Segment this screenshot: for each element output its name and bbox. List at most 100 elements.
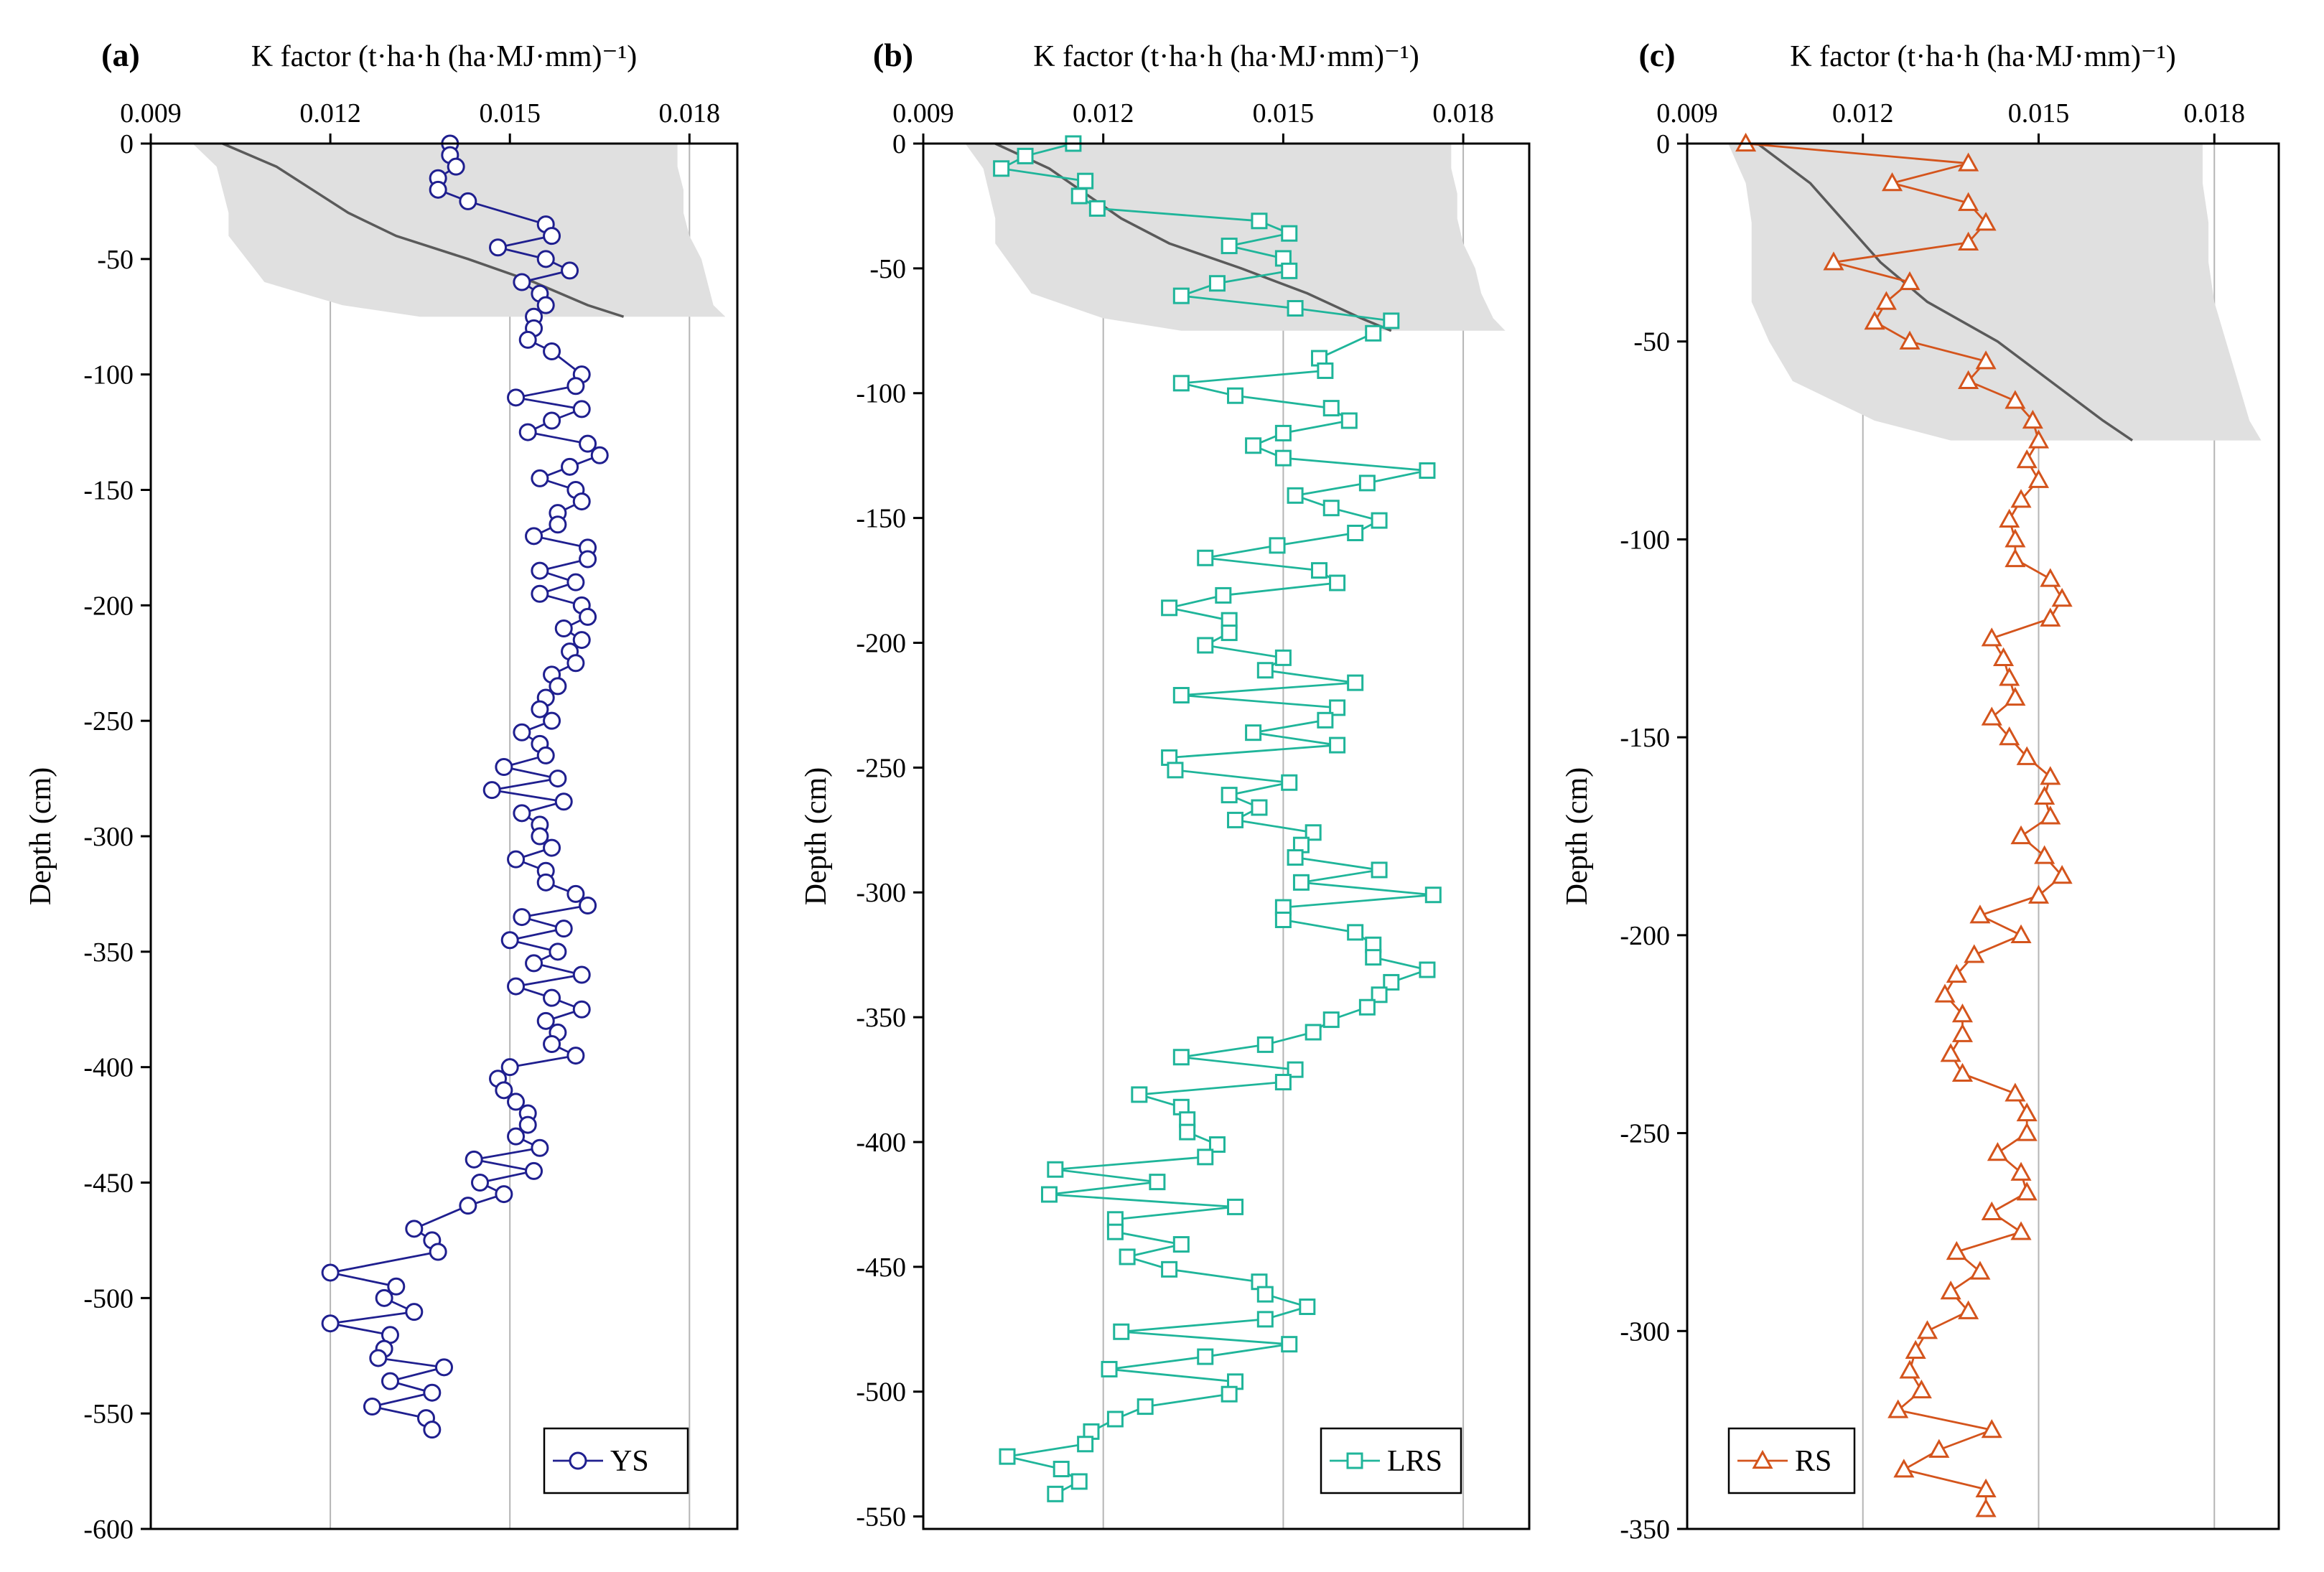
data-point	[1358, 998, 1376, 1016]
x-axis-title: K factor (t·ha·h (ha·MJ·mm)⁻¹)	[1790, 40, 2175, 73]
data-point	[1017, 147, 1034, 164]
legend-label: YS	[610, 1445, 649, 1478]
series-line-lrs	[998, 142, 1434, 1495]
data-point	[1305, 824, 1322, 841]
data-point	[1281, 262, 1298, 279]
data-point	[1317, 711, 1334, 729]
data-point	[1172, 287, 1190, 304]
data-point	[1197, 1148, 1214, 1166]
data-point	[561, 457, 579, 476]
data-point	[2005, 548, 2026, 568]
data-point	[531, 1138, 549, 1157]
data-point	[471, 1174, 490, 1192]
data-point	[500, 931, 519, 950]
data-point	[1292, 874, 1310, 891]
data-point	[1172, 687, 1190, 704]
data-point	[507, 977, 526, 996]
data-point	[543, 1035, 561, 1053]
data-point	[1981, 1201, 2002, 1220]
data-point	[1172, 375, 1190, 392]
y-tick-label: -350	[83, 937, 134, 968]
data-point	[1047, 1485, 1064, 1502]
data-point	[2010, 825, 2032, 845]
data-point	[513, 273, 531, 291]
legend: YS	[543, 1427, 689, 1494]
data-point	[405, 1303, 424, 1321]
data-point	[1070, 1473, 1088, 1490]
plot-frame	[922, 142, 1531, 1530]
data-point	[1088, 200, 1106, 217]
data-point	[513, 908, 531, 927]
data-point	[554, 619, 573, 637]
y-tick-label: -100	[856, 379, 906, 409]
y-tick-label: -250	[856, 753, 906, 783]
data-point	[1274, 911, 1292, 928]
data-point	[1137, 1398, 1154, 1416]
data-point	[1946, 963, 1967, 983]
data-point	[1106, 1223, 1124, 1240]
y-tick-label: -250	[83, 706, 134, 736]
data-point	[566, 1047, 585, 1065]
plot-frame	[1686, 142, 2280, 1530]
data-point	[572, 965, 591, 984]
data-point	[1981, 627, 2002, 647]
data-point	[2040, 766, 2061, 785]
data-point	[1999, 726, 2020, 746]
y-tick-label: -200	[1620, 921, 1670, 951]
data-point	[536, 746, 555, 764]
data-point	[1179, 1123, 1196, 1141]
data-point	[531, 469, 549, 487]
legend-label: RS	[1795, 1445, 1831, 1478]
legend-marker	[569, 1451, 587, 1470]
data-point	[1251, 799, 1268, 816]
data-point	[513, 723, 531, 741]
data-point	[1245, 724, 1262, 741]
data-point	[572, 400, 591, 418]
data-point	[2022, 409, 2043, 429]
data-point	[1287, 1061, 1304, 1078]
data-point	[566, 573, 585, 591]
data-point	[1227, 1198, 1244, 1215]
data-point	[1899, 271, 1921, 291]
data-point	[321, 1263, 340, 1282]
data-point	[1969, 904, 1991, 924]
x-tick-label: 0.018	[659, 98, 721, 128]
data-point	[1899, 330, 1921, 350]
data-point	[1910, 1379, 1932, 1399]
data-point	[423, 1421, 442, 1439]
data-point	[375, 1288, 393, 1307]
data-point	[1113, 1323, 1130, 1340]
y-tick-label: 0	[120, 129, 134, 159]
data-point	[1256, 1311, 1274, 1328]
data-point	[2016, 746, 2038, 765]
data-point	[549, 677, 567, 696]
y-tick-label: -250	[1620, 1119, 1670, 1149]
legend: RS	[1727, 1427, 1856, 1494]
data-point	[1371, 986, 1388, 1003]
data-point	[543, 227, 561, 245]
data-point	[1215, 586, 1232, 604]
data-point	[1887, 1399, 1909, 1418]
data-point	[1299, 1299, 1316, 1316]
data-point	[1311, 562, 1328, 579]
data-point	[1322, 1011, 1340, 1029]
panel-b: 0.009 0.012 0.015 0.018 0 -50 -100 -150 -200 -250…	[800, 37, 1531, 1533]
data-point	[1101, 1360, 1118, 1377]
data-point	[387, 1277, 406, 1296]
data-point	[1172, 1049, 1190, 1066]
y-tick-label: -500	[856, 1377, 906, 1408]
data-point	[1305, 1024, 1322, 1041]
y-tick-label: 0	[1656, 129, 1670, 159]
x-tick-label: 0.009	[892, 98, 954, 128]
y-tick-label: -300	[83, 822, 134, 852]
y-tick-label: -200	[83, 591, 134, 621]
y-tick-label: -150	[1620, 723, 1670, 753]
legend: LRS	[1320, 1427, 1462, 1494]
y-tick-label: -100	[1620, 525, 1670, 555]
data-point	[1371, 861, 1388, 879]
data-point	[1981, 1419, 2002, 1438]
mean-profile-line	[222, 142, 625, 318]
data-point	[536, 250, 555, 268]
data-point	[381, 1372, 399, 1390]
data-point	[1221, 1385, 1238, 1403]
